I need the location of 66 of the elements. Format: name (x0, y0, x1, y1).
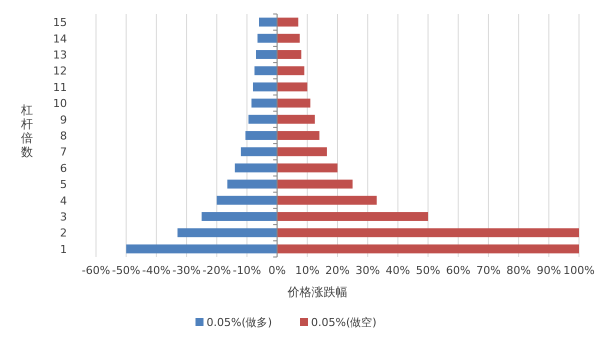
bar (277, 196, 377, 205)
bar (245, 131, 278, 140)
y-tick-label: 7 (60, 146, 67, 159)
y-tick-label: 15 (53, 16, 67, 30)
y-tick-label: 8 (60, 130, 67, 142)
x-tick-label: 70% (476, 264, 501, 277)
bar (234, 163, 278, 172)
bar (248, 114, 278, 124)
bar (240, 147, 278, 156)
y-tick-label: 14 (53, 32, 67, 46)
bar (277, 50, 302, 59)
x-tick-label: 40% (386, 264, 410, 277)
x-tick-label: -50% (112, 264, 140, 277)
bar (277, 180, 353, 189)
bar (277, 131, 320, 140)
bar (254, 66, 278, 76)
x-tick-label: -10% (232, 264, 262, 277)
x-tick-label: 90% (536, 264, 562, 277)
bar (277, 163, 338, 172)
x-tick-label: 100% (563, 264, 595, 277)
bar (277, 98, 310, 108)
bar (256, 50, 278, 59)
x-tick-label: -30% (172, 264, 201, 277)
x-tick-label: -60% (82, 264, 110, 277)
bar (252, 82, 278, 92)
y-tick-label: 4 (60, 194, 67, 208)
bar (277, 82, 308, 92)
x-tick-label: 60% (446, 264, 470, 277)
bar (277, 34, 300, 43)
bar (277, 212, 428, 221)
x-tick-label: -20% (202, 264, 231, 277)
y-tick-label: 11 (53, 80, 67, 94)
bar (259, 18, 278, 27)
bar (258, 34, 278, 43)
x-tick-label: 80% (506, 264, 531, 277)
bar (277, 18, 298, 27)
y-tick-label: 3 (60, 210, 67, 224)
y-tick-label: 1 (60, 242, 67, 256)
x-tick-label: -40% (142, 264, 171, 277)
bar (202, 212, 278, 221)
y-tick-label: 9 (60, 113, 67, 126)
y-tick-label: 12 (53, 64, 67, 78)
x-tick-label: 50% (416, 264, 440, 277)
x-tick-label: 10% (295, 264, 320, 277)
x-axis-title: 价格涨跌幅 (286, 285, 348, 299)
bar (251, 98, 278, 108)
x-tick-label: 30% (355, 264, 380, 277)
y-tick-label: 2 (60, 226, 67, 240)
bar (227, 180, 278, 189)
bar (277, 244, 579, 254)
bar (216, 196, 278, 205)
bar (178, 228, 278, 238)
y-axis-title: 杠杆倍数 (20, 103, 33, 159)
y-tick-label: 5 (60, 178, 67, 192)
bar (277, 66, 304, 76)
legend-label: 0.05%(做空) (311, 316, 377, 329)
bar (277, 114, 315, 124)
y-tick-label: 10 (53, 97, 67, 110)
legend-label: 0.05%(做多) (206, 316, 272, 329)
y-tick-label: 13 (53, 48, 67, 62)
bar (277, 147, 327, 156)
bar (126, 244, 278, 254)
x-tick-label: 20% (325, 264, 350, 277)
y-tick-label: 6 (60, 162, 67, 175)
bar (277, 228, 579, 238)
x-tick-label: 0% (268, 264, 286, 277)
